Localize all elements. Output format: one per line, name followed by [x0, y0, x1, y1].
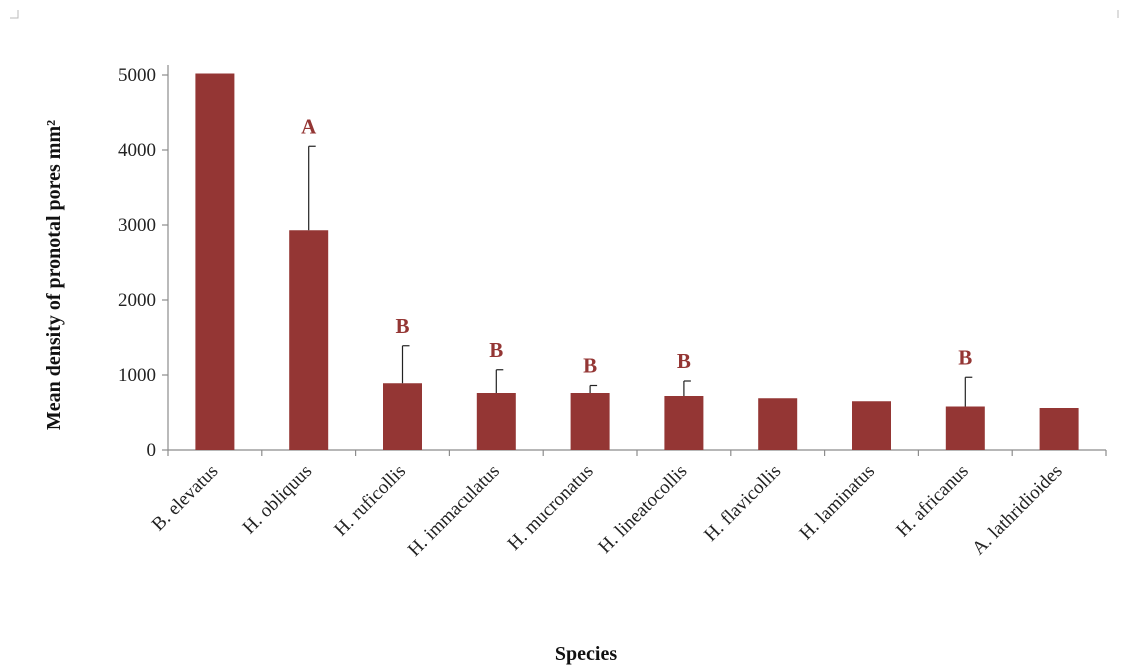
bar [476, 393, 516, 450]
significance-label: B [958, 345, 972, 369]
x-category-label: H. africanus [892, 461, 973, 542]
x-category-label: H. laminatus [796, 461, 880, 545]
bar [570, 393, 610, 450]
x-category-label: H. obliquus [239, 461, 317, 539]
x-category-label: A. lathridioides [968, 461, 1066, 559]
x-axis-title: Species [555, 643, 617, 665]
plot-area: 0 1000 2000 3000 4000 5000 B. elevatus A H. obli… [118, 65, 1107, 561]
y-tick-label: 2000 [118, 290, 156, 311]
significance-label: B [677, 349, 691, 373]
bar [852, 401, 891, 450]
bar [664, 396, 704, 450]
bar [945, 406, 985, 450]
bar [289, 230, 329, 450]
x-category-label: H. flavicollis [700, 461, 785, 546]
bar [1039, 408, 1079, 450]
y-tick-label: 5000 [118, 65, 156, 86]
x-category-label: H. immaculatus [404, 461, 504, 561]
x-category-label: H. lineatocollis [594, 461, 691, 558]
y-tick-label: 0 [147, 440, 157, 461]
y-tick-label: 3000 [118, 215, 156, 236]
significance-label: B [489, 338, 503, 362]
x-category-label: H. ruficollis [330, 461, 410, 541]
corner-mark-left [10, 10, 19, 19]
bar [195, 73, 235, 450]
significance-label: B [395, 314, 409, 338]
y-tick-label: 1000 [118, 365, 156, 386]
bar [758, 398, 798, 450]
y-axis-title: Mean density of pronotal pores mm² [43, 120, 65, 430]
bar [383, 383, 422, 450]
y-tick-label: 4000 [118, 140, 156, 161]
x-category-label: H. mucronatus [504, 461, 598, 555]
significance-label: B [583, 354, 597, 378]
x-category-label: B. elevatus [148, 461, 223, 536]
significance-label: A [301, 114, 317, 138]
